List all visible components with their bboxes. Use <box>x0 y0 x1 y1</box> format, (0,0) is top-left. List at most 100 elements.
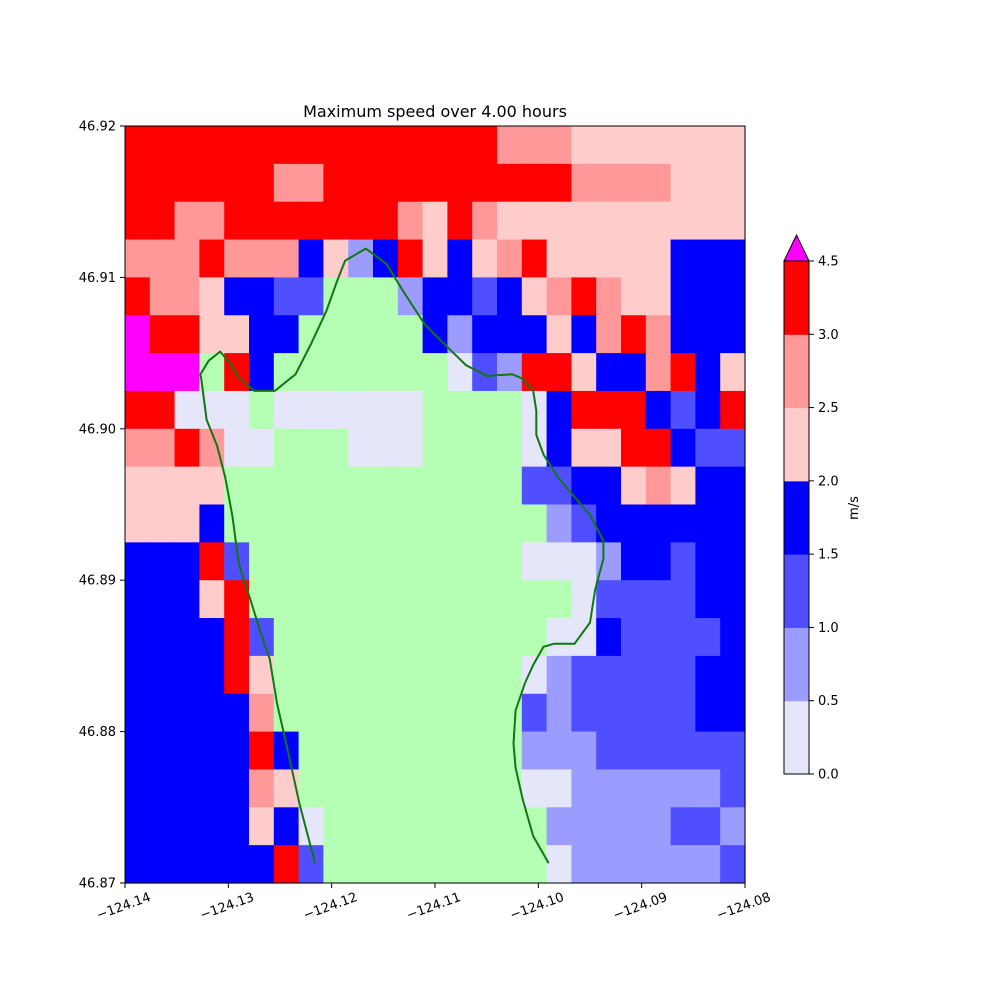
grid-cell <box>695 353 721 392</box>
grid-cell <box>249 769 275 808</box>
grid-cell <box>695 201 721 241</box>
grid-cell <box>348 239 374 278</box>
grid-cell <box>149 353 176 392</box>
grid-cell <box>422 239 448 278</box>
grid-cell <box>720 845 746 884</box>
grid-cell <box>422 542 448 581</box>
grid-cell <box>373 315 399 354</box>
grid-cell <box>571 845 597 884</box>
x-axis: −124.14 −124.13 −124.12 −124.11 −124.10 −124.… <box>95 883 773 923</box>
colorbar-band <box>784 627 809 702</box>
grid-cell <box>348 126 374 165</box>
y-tick-label: 46.89 <box>79 574 116 589</box>
grid-cell <box>224 731 250 771</box>
grid-cell <box>521 466 548 506</box>
grid-cell <box>249 201 275 241</box>
colorbar-band <box>784 480 809 555</box>
grid-cell <box>571 731 597 771</box>
grid-cell <box>621 731 647 771</box>
x-tick-label: −124.08 <box>715 890 773 923</box>
x-tick-label: −124.10 <box>508 890 566 923</box>
grid-cell <box>174 769 200 808</box>
grid-cell <box>174 315 200 354</box>
grid-cell <box>571 126 597 165</box>
grid-cell <box>596 769 622 808</box>
grid-cell <box>472 428 498 468</box>
grid-cell <box>546 618 572 657</box>
grid-cell <box>695 618 721 657</box>
grid-cell <box>174 390 200 430</box>
grid-cell <box>546 845 572 884</box>
grid-cell <box>645 163 672 203</box>
grid-cell <box>149 390 176 430</box>
grid-cell <box>670 466 696 506</box>
grid-cell <box>373 126 399 165</box>
grid-cell <box>298 731 324 771</box>
grid-cell <box>174 428 200 468</box>
grid-cell <box>521 239 548 278</box>
grid-cell <box>323 731 349 771</box>
grid-cell <box>199 693 225 733</box>
grid-cell <box>323 315 349 354</box>
grid-cell <box>199 201 225 241</box>
grid-cell <box>571 618 597 657</box>
grid-cell <box>224 163 250 203</box>
grid-cell <box>497 126 523 165</box>
grid-cell <box>149 693 176 733</box>
grid-cell <box>621 428 647 468</box>
grid-cell <box>174 655 200 695</box>
grid-cell <box>596 807 622 846</box>
grid-cell <box>546 580 572 619</box>
grid-cell <box>497 542 523 581</box>
x-tick-label: −124.14 <box>95 890 153 923</box>
grid-cell <box>521 542 548 581</box>
grid-cell <box>645 769 672 808</box>
grid-cell <box>199 618 225 657</box>
grid-cell <box>348 618 374 657</box>
colorbar-tick-label: 0.5 <box>818 694 839 709</box>
grid-cell <box>125 655 151 695</box>
grid-cell <box>621 618 647 657</box>
grid-cell <box>472 163 498 203</box>
grid-cell <box>199 315 225 354</box>
grid-cell <box>125 580 151 619</box>
grid-cell <box>571 239 597 278</box>
grid-cell <box>373 163 399 203</box>
grid-cell <box>397 390 424 430</box>
grid-cell <box>670 504 696 543</box>
grid-cell <box>249 580 275 619</box>
grid-cell <box>249 315 275 354</box>
grid-cell <box>422 580 448 619</box>
grid-cell <box>596 542 622 581</box>
grid-cell <box>571 315 597 354</box>
grid-cell <box>645 126 672 165</box>
grid-cell <box>472 769 498 808</box>
grid-cell <box>472 126 498 165</box>
grid-cell <box>174 163 200 203</box>
grid-cell <box>621 390 647 430</box>
grid-cell <box>621 315 647 354</box>
grid-cell <box>373 239 399 278</box>
grid-cell <box>472 542 498 581</box>
grid-cell <box>596 845 622 884</box>
grid-cell <box>497 769 523 808</box>
grid-cell <box>397 769 424 808</box>
grid-cell <box>720 239 746 278</box>
grid-cell <box>447 466 473 506</box>
grid-cell <box>497 353 523 392</box>
grid-cell <box>521 618 548 657</box>
grid-cell <box>149 126 176 165</box>
grid-cell <box>546 315 572 354</box>
grid-cell <box>273 845 300 884</box>
grid-cell <box>447 693 473 733</box>
grid-cell <box>149 655 176 695</box>
grid-cell <box>497 580 523 619</box>
grid-cell <box>546 542 572 581</box>
grid-cell <box>472 845 498 884</box>
grid-cell <box>323 504 349 543</box>
grid-cell <box>348 655 374 695</box>
grid-cell <box>174 504 200 543</box>
grid-cell <box>125 315 151 354</box>
grid-cell <box>348 163 374 203</box>
grid-cell <box>720 655 746 695</box>
